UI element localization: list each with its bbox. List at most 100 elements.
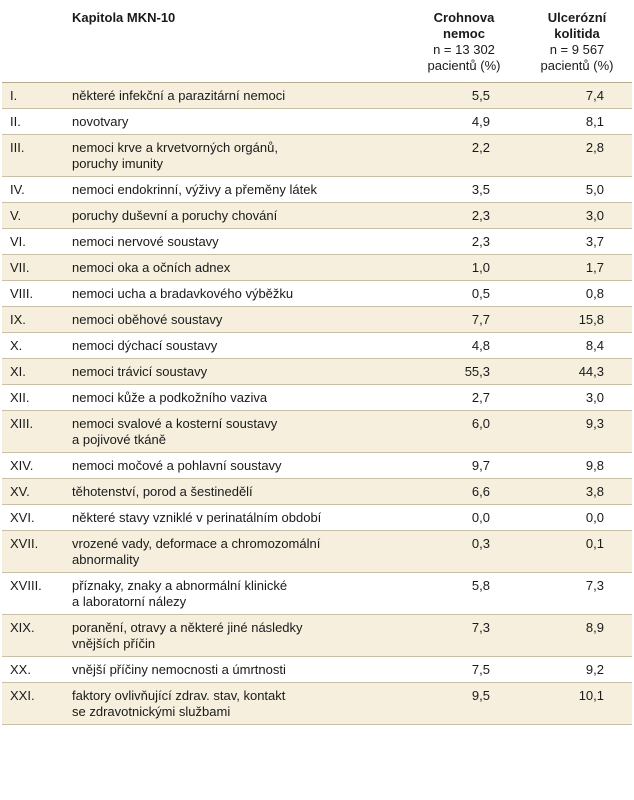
crohn-percent: 0,3 [406,530,522,573]
crohn-percent: 6,0 [406,410,522,453]
uc-percent: 3,0 [522,384,632,411]
table-row: XIII. nemoci svalové a kosterní soustavy a… [2,410,632,453]
table-row: XX. vnější příčiny nemocnosti a úmrtnosti… [2,656,632,683]
table-row: VII. nemoci oka a očních adnex 1,0 1,7 [2,254,632,281]
chapter-number: XVIII. [2,572,60,615]
header-crohn-line2: nemoc [443,26,485,41]
chapter-name-line: vnější příčiny nemocnosti a úmrtnosti [72,662,286,677]
uc-percent: 0,1 [522,530,632,573]
icd-chapter-table: Kapitola MKN-10 Crohnova nemoc n = 13 30… [2,0,632,725]
uc-percent: 3,0 [522,202,632,229]
uc-percent: 1,7 [522,254,632,281]
table-row: XV. těhotenství, porod a šestinedělí 6,6 3,… [2,478,632,505]
chapter-name: některé stavy vzniklé v perinatálním obd… [60,504,406,531]
uc-percent: 9,2 [522,656,632,683]
table-row: IX. nemoci oběhové soustavy 7,7 15,8 [2,306,632,333]
chapter-name: těhotenství, porod a šestinedělí [60,478,406,505]
header-crohn-line1: Crohnova [433,10,495,25]
chapter-name-line: nemoci oka a očních adnex [72,260,231,275]
chapter-number: II. [2,108,60,135]
crohn-percent: 6,6 [406,478,522,505]
uc-percent: 0,8 [522,280,632,307]
chapter-number: I. [2,82,60,109]
crohn-percent: 5,8 [406,572,522,615]
header-row: Kapitola MKN-10 Crohnova nemoc n = 13 30… [2,0,632,83]
chapter-number: VII. [2,254,60,281]
uc-percent: 7,4 [522,82,632,109]
table-row: XI. nemoci trávicí soustavy 55,3 44,3 [2,358,632,385]
chapter-name-line: se zdravotnickými službami [72,704,231,719]
chapter-number: XV. [2,478,60,505]
chapter-number: XIII. [2,410,60,453]
uc-percent: 9,3 [522,410,632,453]
chapter-name: příznaky, znaky a abnormální klinické a l… [60,572,406,615]
uc-percent: 0,0 [522,504,632,531]
chapter-name: poranění, otravy a některé jiné následky… [60,614,406,657]
table-row: XVI. některé stavy vzniklé v perinatálním… [2,504,632,531]
table-row: XVII. vrozené vady, deformace a chromozom… [2,530,632,573]
chapter-number: IV. [2,176,60,203]
chapter-name: nemoci močové a pohlavní soustavy [60,452,406,479]
uc-percent: 9,8 [522,452,632,479]
uc-percent: 8,9 [522,614,632,657]
chapter-name-line: nemoci nervové soustavy [72,234,219,249]
chapter-name: novotvary [60,108,406,135]
chapter-name-line: nemoci krve a krvetvorných orgánů, [72,140,278,155]
chapter-name-line: nemoci endokrinní, výživy a přeměny láte… [72,182,317,197]
crohn-percent: 2,3 [406,202,522,229]
table-row: III. nemoci krve a krvetvorných orgánů, po… [2,134,632,177]
chapter-number: XI. [2,358,60,385]
header-chapter: Kapitola MKN-10 [72,10,176,25]
chapter-name: nemoci ucha a bradavkového výběžku [60,280,406,307]
chapter-name-line: nemoci oběhové soustavy [72,312,223,327]
chapter-name: vrozené vady, deformace a chromozomální a… [60,530,406,573]
uc-percent: 44,3 [522,358,632,385]
chapter-number: VI. [2,228,60,255]
chapter-name-line: některé stavy vzniklé v perinatálním obd… [72,510,322,525]
table-row: VI. nemoci nervové soustavy 2,3 3,7 [2,228,632,255]
crohn-percent: 2,3 [406,228,522,255]
uc-percent: 3,7 [522,228,632,255]
table-row: XXI. faktory ovlivňující zdrav. stav, kon… [2,682,632,725]
chapter-number: XIV. [2,452,60,479]
uc-percent: 10,1 [522,682,632,725]
chapter-name: nemoci oběhové soustavy [60,306,406,333]
chapter-name-line: těhotenství, porod a šestinedělí [72,484,253,499]
chapter-number: XVII. [2,530,60,573]
crohn-percent: 2,2 [406,134,522,177]
chapter-name: nemoci endokrinní, výživy a přeměny láte… [60,176,406,203]
crohn-percent: 0,0 [406,504,522,531]
uc-percent: 5,0 [522,176,632,203]
header-uc-unit: pacientů (%) [540,58,614,73]
uc-percent: 8,1 [522,108,632,135]
chapter-name-line: poruchy duševní a poruchy chování [72,208,278,223]
crohn-percent: 7,3 [406,614,522,657]
chapter-name-line: faktory ovlivňující zdrav. stav, kontakt [72,688,286,703]
header-number [2,0,60,83]
crohn-percent: 0,5 [406,280,522,307]
chapter-number: XX. [2,656,60,683]
uc-percent: 2,8 [522,134,632,177]
crohn-percent: 3,5 [406,176,522,203]
chapter-name-line: nemoci kůže a podkožního vaziva [72,390,268,405]
chapter-name: nemoci svalové a kosterní soustavy a poji… [60,410,406,453]
crohn-percent: 9,5 [406,682,522,725]
chapter-name: nemoci nervové soustavy [60,228,406,255]
crohn-percent: 4,9 [406,108,522,135]
chapter-name-line: a laboratorní nálezy [72,594,187,609]
table-row: II. novotvary 4,9 8,1 [2,108,632,135]
table-row: IV. nemoci endokrinní, výživy a přeměny l… [2,176,632,203]
chapter-number: IX. [2,306,60,333]
crohn-percent: 7,7 [406,306,522,333]
chapter-number: XIX. [2,614,60,657]
chapter-number: XII. [2,384,60,411]
crohn-percent: 9,7 [406,452,522,479]
uc-percent: 8,4 [522,332,632,359]
crohn-percent: 55,3 [406,358,522,385]
table-row: XII. nemoci kůže a podkožního vaziva 2,7 3,… [2,384,632,411]
table-body: I. některé infekční a parazitární nemoci 5… [2,82,632,725]
header-crohn: Crohnova nemoc n = 13 302 pacientů (%) [406,0,522,83]
chapter-number: XXI. [2,682,60,725]
table-row: XVIII. příznaky, znaky a abnormální klini… [2,572,632,615]
